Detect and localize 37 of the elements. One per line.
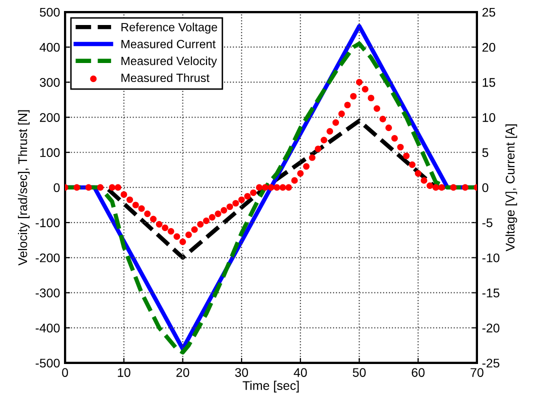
y2-tick-label: 20 bbox=[482, 42, 496, 52]
y2-tick-label: -20 bbox=[482, 324, 500, 332]
legend-label: Reference Voltage bbox=[121, 22, 218, 34]
y-tick-label: -500 bbox=[36, 358, 60, 368]
y2-tick-label: -25 bbox=[482, 358, 500, 368]
y2-tick-label: 0 bbox=[482, 183, 488, 192]
y-tick-label: -300 bbox=[36, 288, 60, 298]
y2-tick-label: -15 bbox=[482, 288, 500, 298]
legend-label: Measured Current bbox=[121, 40, 216, 48]
y-tick-label: 400 bbox=[40, 42, 60, 52]
y2-tick-label: -5 bbox=[482, 218, 492, 228]
y2-tick-label: 5 bbox=[482, 148, 488, 158]
y-tick-label: 500 bbox=[40, 8, 60, 17]
x-tick-label: 60 bbox=[412, 368, 425, 377]
y-axis-title: Velocity [rad/sec], Thrust [N] bbox=[18, 110, 30, 266]
y-tick-label: 300 bbox=[40, 78, 60, 87]
x-tick-label: 30 bbox=[235, 368, 248, 377]
y-tick-label: 0 bbox=[54, 183, 60, 192]
x-tick-label: 40 bbox=[294, 368, 307, 377]
x-tick-label: 20 bbox=[176, 368, 190, 377]
y2-axis-title: Voltage [V], Current [A] bbox=[505, 124, 518, 252]
y2-tick-label: 15 bbox=[482, 78, 496, 87]
legend-label: Measured Thrust bbox=[121, 73, 210, 82]
legend-label: Measured Velocity bbox=[121, 56, 217, 68]
y2-tick-label: 25 bbox=[482, 8, 496, 17]
y-tick-label: -200 bbox=[36, 253, 60, 262]
x-axis-title: Time [sec] bbox=[242, 380, 299, 392]
y-tick-label: 100 bbox=[40, 148, 60, 158]
x-tick-label: 0 bbox=[62, 368, 68, 377]
y2-tick-label: -10 bbox=[482, 253, 500, 262]
x-tick-label: 70 bbox=[470, 368, 484, 377]
x-tick-label: 50 bbox=[352, 368, 366, 377]
y2-tick-label: 10 bbox=[482, 113, 496, 122]
y-tick-label: 200 bbox=[40, 113, 60, 122]
y-tick-label: -400 bbox=[36, 324, 60, 332]
x-tick-label: 10 bbox=[118, 368, 130, 377]
y-tick-label: -100 bbox=[36, 218, 60, 228]
